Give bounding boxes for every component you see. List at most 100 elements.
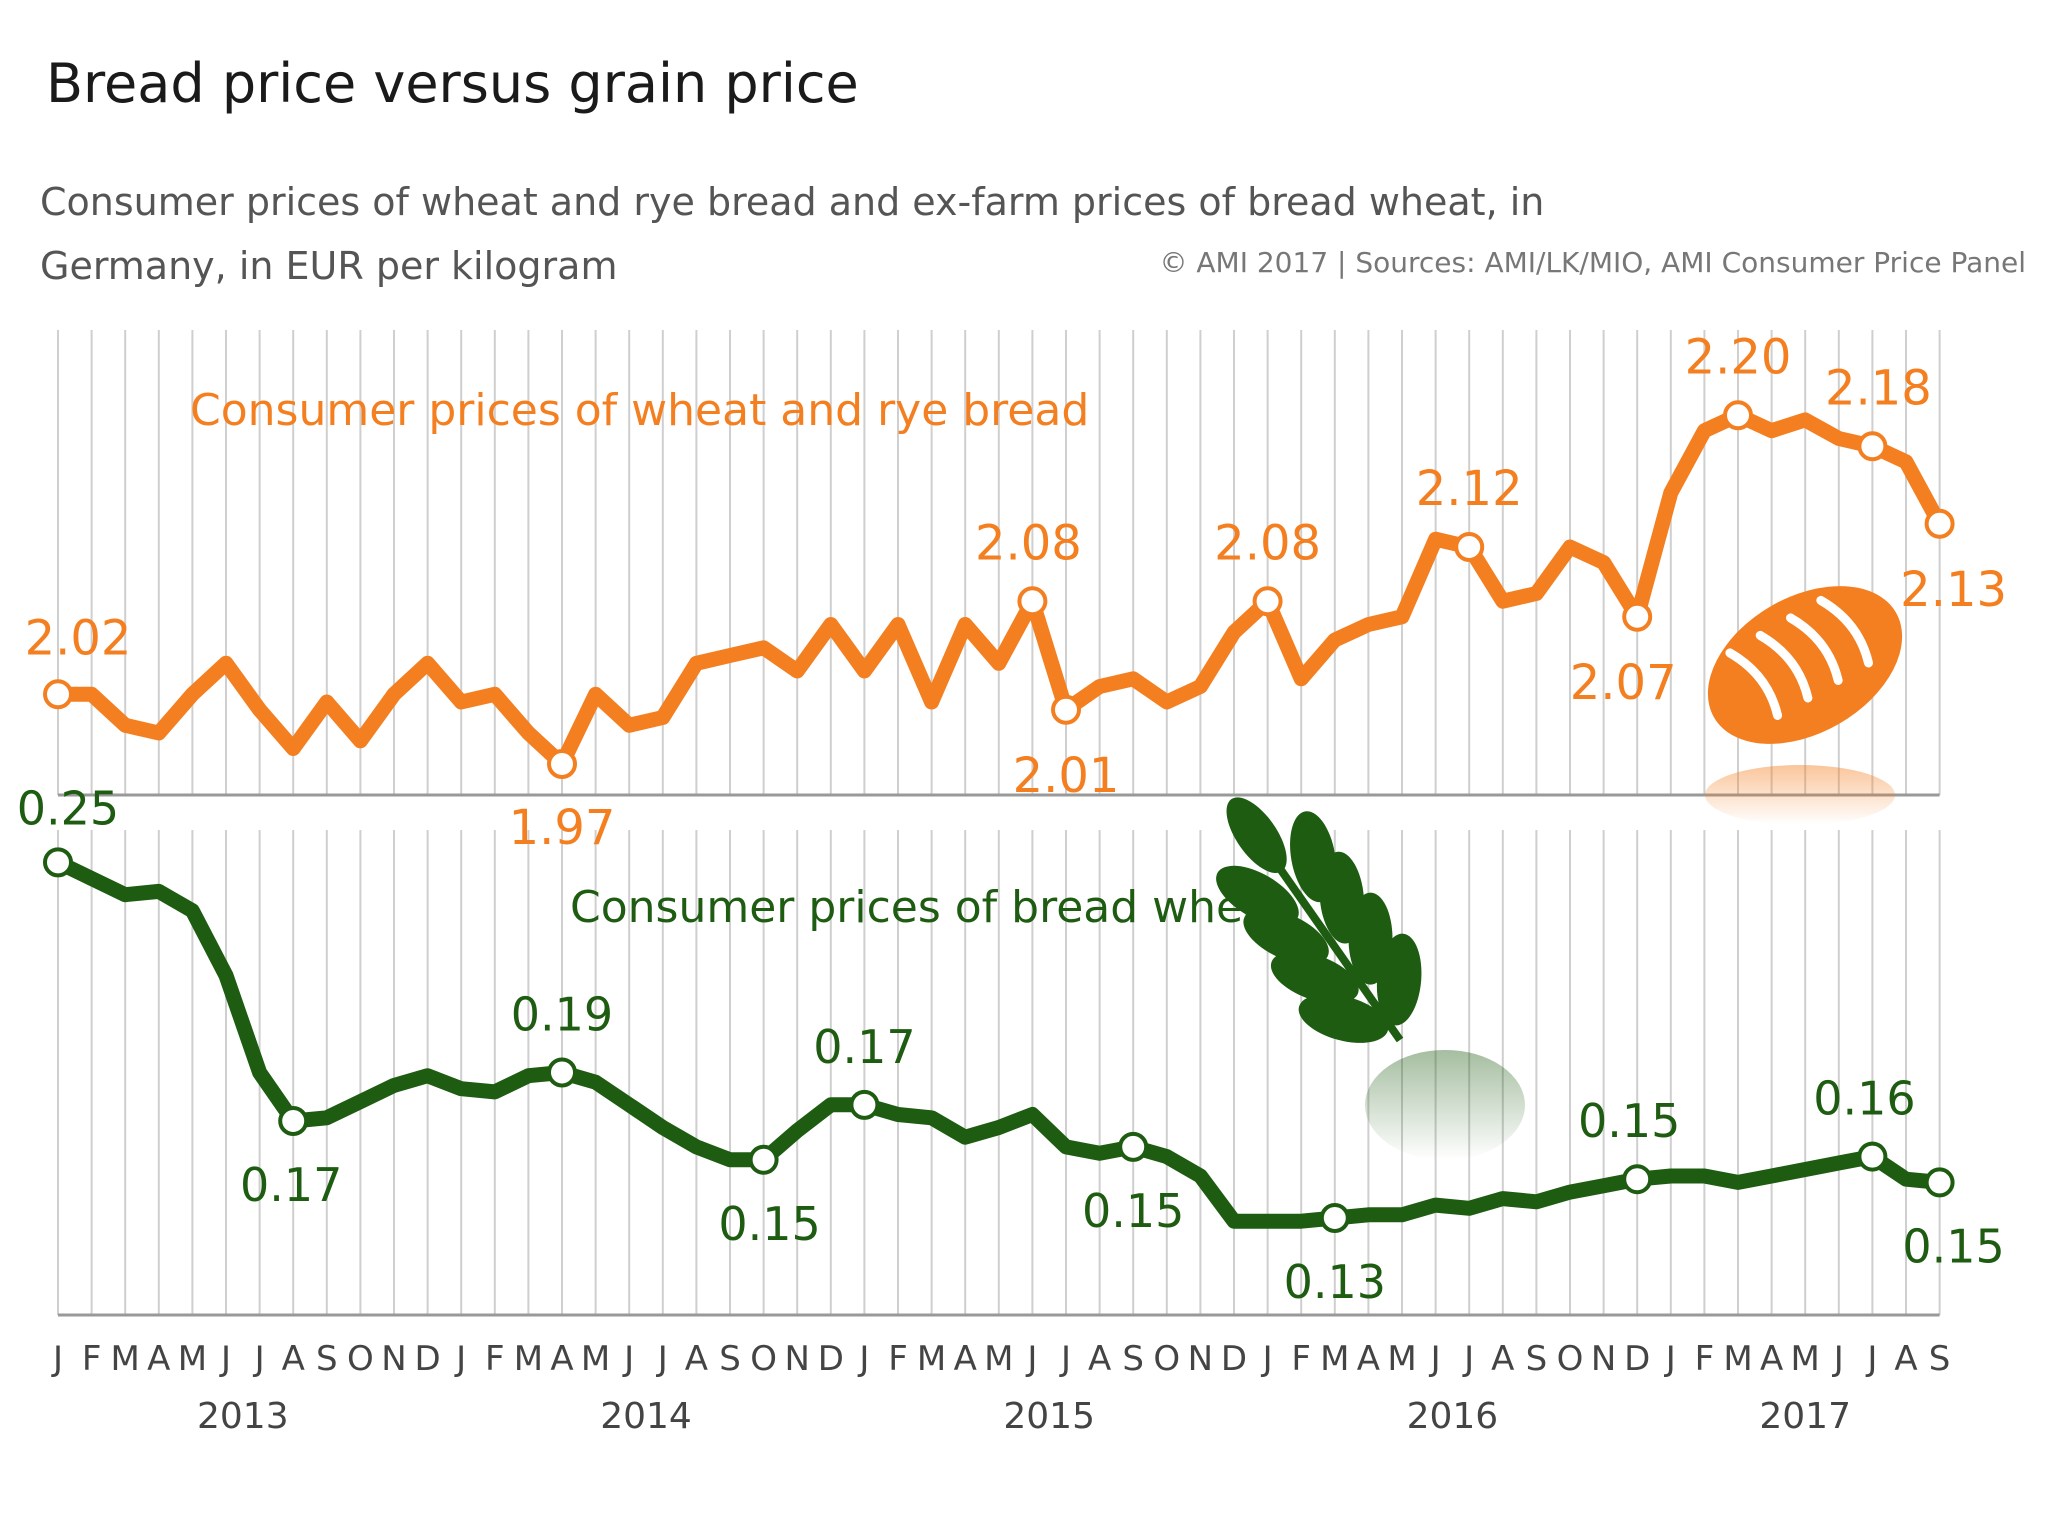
month-tick-label: M <box>178 1339 207 1379</box>
month-tick-label: D <box>1624 1339 1650 1379</box>
data-point-marker <box>1118 1131 1149 1162</box>
month-tick-label: S <box>1929 1339 1951 1379</box>
data-point-marker <box>1622 601 1653 632</box>
month-tick-label: A <box>282 1339 305 1379</box>
data-point-marker <box>1454 532 1485 562</box>
data-label: 0.17 <box>813 1020 915 1074</box>
month-tick-label: M <box>1387 1339 1416 1379</box>
month-tick-label: F <box>1695 1339 1715 1379</box>
data-label: 2.08 <box>975 515 1082 571</box>
month-tick-label: S <box>1122 1339 1144 1379</box>
data-label: 0.15 <box>718 1197 820 1251</box>
month-tick-label: S <box>316 1339 338 1379</box>
month-tick-label: F <box>485 1339 505 1379</box>
month-tick-label: M <box>581 1339 610 1379</box>
month-tick-label: J <box>1865 1339 1877 1379</box>
data-point-marker <box>1319 1203 1350 1233</box>
data-label: 2.07 <box>1570 655 1677 711</box>
data-label: 2.02 <box>25 610 132 666</box>
data-label: 0.15 <box>1902 1219 2004 1273</box>
data-label: 1.97 <box>509 800 616 856</box>
month-tick-label: J <box>1025 1339 1037 1379</box>
bread-score <box>1786 613 1843 685</box>
wheat-grain <box>1298 994 1389 1043</box>
data-point-marker <box>748 1144 779 1175</box>
data-point-marker <box>547 1057 577 1088</box>
year-tick-label: 2014 <box>600 1396 692 1437</box>
month-tick-label: A <box>1760 1339 1783 1379</box>
data-label: 0.16 <box>1813 1072 1915 1126</box>
month-tick-label: D <box>415 1339 441 1379</box>
data-point-marker <box>1051 694 1081 725</box>
month-tick-label: J <box>1059 1339 1071 1379</box>
data-point-marker <box>547 749 577 779</box>
data-point-marker <box>278 1106 309 1136</box>
month-tick-label: O <box>347 1339 374 1379</box>
data-label: 2.12 <box>1416 461 1523 517</box>
data-point-marker <box>1017 586 1048 617</box>
data-label: 2.20 <box>1685 329 1792 385</box>
data-label: 0.17 <box>240 1158 342 1212</box>
month-tick-label: A <box>1894 1339 1917 1379</box>
series-name-wheat: Consumer prices of bread wheat <box>570 882 1287 933</box>
wheat-grain <box>1226 797 1287 874</box>
grid-lines <box>57 330 1941 1317</box>
month-tick-label: N <box>784 1339 809 1379</box>
bread-loaf-icon <box>1707 586 1903 744</box>
month-tick-label: J <box>219 1339 231 1379</box>
month-tick-label: A <box>1491 1339 1514 1379</box>
month-tick-label: M <box>1320 1339 1349 1379</box>
source-note: © AMI 2017 | Sources: AMI/LK/MIO, AMI Co… <box>1159 246 2027 279</box>
year-tick-label: 2016 <box>1407 1396 1499 1437</box>
wheat-ear-icon <box>1216 797 1422 1043</box>
wheat-grain <box>1270 951 1359 1004</box>
month-tick-label: J <box>1832 1339 1844 1379</box>
month-tick-label: N <box>1188 1339 1213 1379</box>
month-tick-label: M <box>111 1339 140 1379</box>
month-tick-label: M <box>984 1339 1013 1379</box>
bread-score <box>1725 648 1783 720</box>
data-point-marker <box>1857 431 1888 462</box>
data-label: 0.13 <box>1284 1255 1386 1309</box>
data-label: 0.15 <box>1082 1184 1184 1238</box>
data-label: 2.18 <box>1825 360 1932 416</box>
month-tick-label: S <box>1526 1339 1548 1379</box>
data-point-marker <box>43 679 73 710</box>
bread-score <box>1755 630 1813 703</box>
month-tick-label: J <box>1462 1339 1474 1379</box>
month-tick-label: J <box>622 1339 634 1379</box>
month-tick-label: A <box>550 1339 573 1379</box>
month-tick-label: J <box>454 1339 466 1379</box>
month-tick-label: S <box>719 1339 741 1379</box>
year-tick-label: 2017 <box>1759 1396 1851 1437</box>
month-tick-label: O <box>750 1339 777 1379</box>
month-tick-label: F <box>888 1339 908 1379</box>
series-name-bread: Consumer prices of wheat and rye bread <box>190 385 1089 436</box>
month-tick-label: A <box>1357 1339 1380 1379</box>
month-tick-label: N <box>1591 1339 1616 1379</box>
data-point-marker <box>1924 1167 1955 1198</box>
data-label: 2.08 <box>1214 515 1321 571</box>
bread-reflection <box>1705 765 1895 825</box>
month-tick-label: J <box>857 1339 869 1379</box>
data-point-marker <box>1252 586 1283 617</box>
data-label: 2.13 <box>1900 562 2007 618</box>
data-point-marker <box>1857 1141 1888 1172</box>
wheat-stem <box>1264 849 1404 1043</box>
month-tick-label: J <box>656 1339 668 1379</box>
data-point-marker <box>849 1089 880 1120</box>
month-tick-label: F <box>82 1339 102 1379</box>
month-tick-label: A <box>1088 1339 1111 1379</box>
year-tick-label: 2013 <box>197 1396 289 1437</box>
data-label: 0.15 <box>1578 1094 1680 1148</box>
month-tick-label: J <box>1429 1339 1441 1379</box>
chart-subtitle: Consumer prices of wheat and rye bread a… <box>40 180 1545 288</box>
wheat-grain <box>1290 811 1337 903</box>
month-tick-label: N <box>381 1339 406 1379</box>
data-point-marker <box>43 847 73 878</box>
month-tick-label: F <box>1291 1339 1311 1379</box>
bread-score <box>1816 595 1873 668</box>
month-tick-label: M <box>514 1339 543 1379</box>
